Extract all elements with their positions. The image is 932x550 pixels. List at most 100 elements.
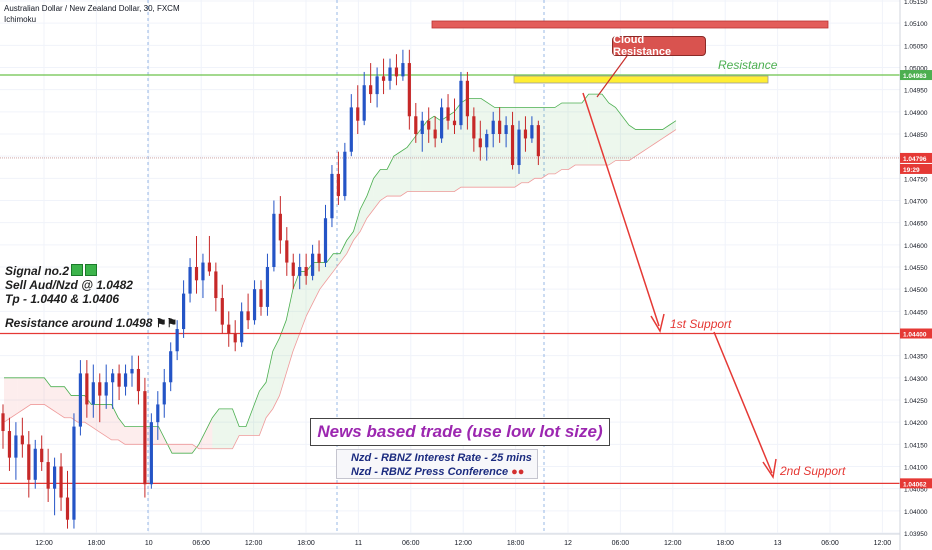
- signal-title: Signal no.2: [5, 264, 98, 278]
- cloud-fill-segment: [353, 209, 361, 241]
- resistance-note-text: Resistance around 1.0498: [5, 316, 153, 330]
- time-tick-label: 12:00: [874, 540, 892, 547]
- cloud-fill-segment: [212, 408, 220, 449]
- arrow-to-support1: [582, 92, 660, 327]
- candle-body: [136, 368, 141, 392]
- cloud-fill-segment: [635, 129, 643, 157]
- signal-targets: Tp - 1.0440 & 1.0406: [5, 292, 120, 306]
- price-tick-label: 1.04050: [904, 487, 928, 494]
- candle-body: [143, 391, 147, 485]
- candle-body: [291, 262, 295, 276]
- cloud-fill-segment: [178, 444, 186, 454]
- news-details-box: Nzd - RBNZ Interest Rate - 25 mins Nzd -…: [336, 449, 538, 479]
- candle-body: [169, 351, 173, 383]
- cloud-fill-segment: [608, 102, 616, 166]
- cloud-fill-segment: [373, 169, 381, 210]
- arrow-to-support2: [713, 331, 773, 474]
- candle-body: [504, 125, 508, 134]
- cloud-fill-segment: [602, 94, 609, 166]
- candle-body: [317, 253, 321, 263]
- support1-price-label-bg: [900, 328, 932, 339]
- candle-body: [381, 76, 386, 81]
- time-tick-label: 12:00: [454, 540, 472, 547]
- cloud-fill-segment: [595, 94, 603, 166]
- price-tick-label: 1.04150: [904, 442, 928, 449]
- candle-body: [517, 129, 521, 166]
- price-tick-label: 1.04750: [904, 176, 928, 183]
- candle-body: [478, 138, 482, 148]
- cloud-fill-segment: [225, 408, 233, 449]
- price-tick-label: 1.04300: [904, 376, 928, 383]
- cloud-fill-segment: [272, 337, 280, 409]
- cloud-fill-segment: [622, 116, 629, 161]
- price-tick-label: 1.05000: [904, 66, 928, 73]
- cloud-fill-segment: [111, 404, 119, 440]
- cloud-fill-segment: [642, 129, 650, 152]
- support1-price-label: 1.04400: [903, 332, 927, 339]
- candle-body: [227, 324, 231, 334]
- cloud-fill-segment: [64, 386, 72, 418]
- cloud-fill-segment: [474, 98, 482, 188]
- signal-entry: Sell Aud/Nzd @ 1.0482: [5, 278, 133, 292]
- candle-body: [362, 85, 366, 121]
- sparkle-icon: [71, 264, 84, 276]
- price-tick-label: 1.05100: [904, 21, 928, 28]
- cloud-fill-segment: [655, 129, 663, 143]
- price-level-labels: 1.04983 1.04796 19:29 1.04400 1.04062: [900, 70, 932, 489]
- cloud-fill-segment: [245, 408, 253, 436]
- cloud-fill-segment: [198, 431, 206, 449]
- senkou-span-b: [3, 129, 677, 450]
- news-line-2-text: Nzd - RBNZ Press Conference: [351, 466, 509, 478]
- news-line-1: Nzd - RBNZ Interest Rate - 25 mins: [351, 452, 532, 464]
- cloud-fill-segment: [51, 386, 58, 414]
- price-axis[interactable]: 1.051501.051001.050501.050001.049501.049…: [899, 0, 932, 550]
- candle-body: [85, 373, 89, 405]
- candle-body: [323, 218, 328, 263]
- candle-body: [394, 67, 399, 77]
- cloud-fill-segment: [360, 196, 367, 232]
- cloud-fill-segment: [501, 107, 508, 188]
- time-axis[interactable]: 12:00 18:00 10 06:00 12:00 18:00 11 06:00 12:00 1…: [0, 533, 900, 547]
- candle-body: [156, 404, 160, 423]
- candle-body: [433, 129, 437, 139]
- current-price-label-bg: [900, 152, 932, 163]
- cloud-fill-segment: [259, 382, 267, 436]
- candle-body: [330, 173, 334, 219]
- cloud-fill-segment: [239, 426, 246, 436]
- cloud-fill-segment: [387, 156, 394, 197]
- sparkle-icon: [85, 264, 98, 276]
- countdown-label: 19:29: [903, 167, 920, 174]
- candle-body: [20, 435, 24, 445]
- time-tick-label: 10: [145, 540, 153, 547]
- candle-body: [530, 125, 534, 139]
- symbol-title: Australian Dollar / New Zealand Dollar, …: [4, 4, 180, 13]
- candle-body: [40, 448, 44, 463]
- support2-label: 2nd Support: [780, 464, 846, 478]
- cloud-fill-segment: [266, 351, 273, 418]
- time-tick-label: 06:00: [402, 540, 420, 547]
- candle-body: [427, 120, 431, 130]
- cloud-fill-segment: [346, 231, 354, 254]
- candle-body: [523, 129, 528, 139]
- cloud-fill-segment: [413, 129, 421, 192]
- price-tick-label: 1.05150: [904, 0, 928, 6]
- price-tick-label: 1.04650: [904, 221, 928, 228]
- cloud-fill-segment: [326, 253, 334, 281]
- cloud-fill-segment: [575, 102, 582, 166]
- price-tick-label: 1.04200: [904, 420, 928, 427]
- cloud-fill-segment: [44, 377, 52, 409]
- cloud-fill-segment: [124, 426, 132, 445]
- price-tick-label: 1.04700: [904, 199, 928, 206]
- cloud-fill-segment: [447, 111, 455, 192]
- cloud-fill-segment: [548, 107, 556, 174]
- candle-body: [188, 267, 192, 294]
- candle-body: [252, 289, 257, 321]
- price-tick-label: 1.04600: [904, 243, 928, 250]
- candle-body: [485, 134, 489, 148]
- resistance-price-label-bg: [900, 70, 932, 81]
- cloud-fill-segment: [494, 107, 502, 188]
- price-tick-label: 1.05050: [904, 43, 928, 50]
- price-tick-label: 1.04900: [904, 110, 928, 117]
- cloud-fill-segment: [252, 391, 260, 436]
